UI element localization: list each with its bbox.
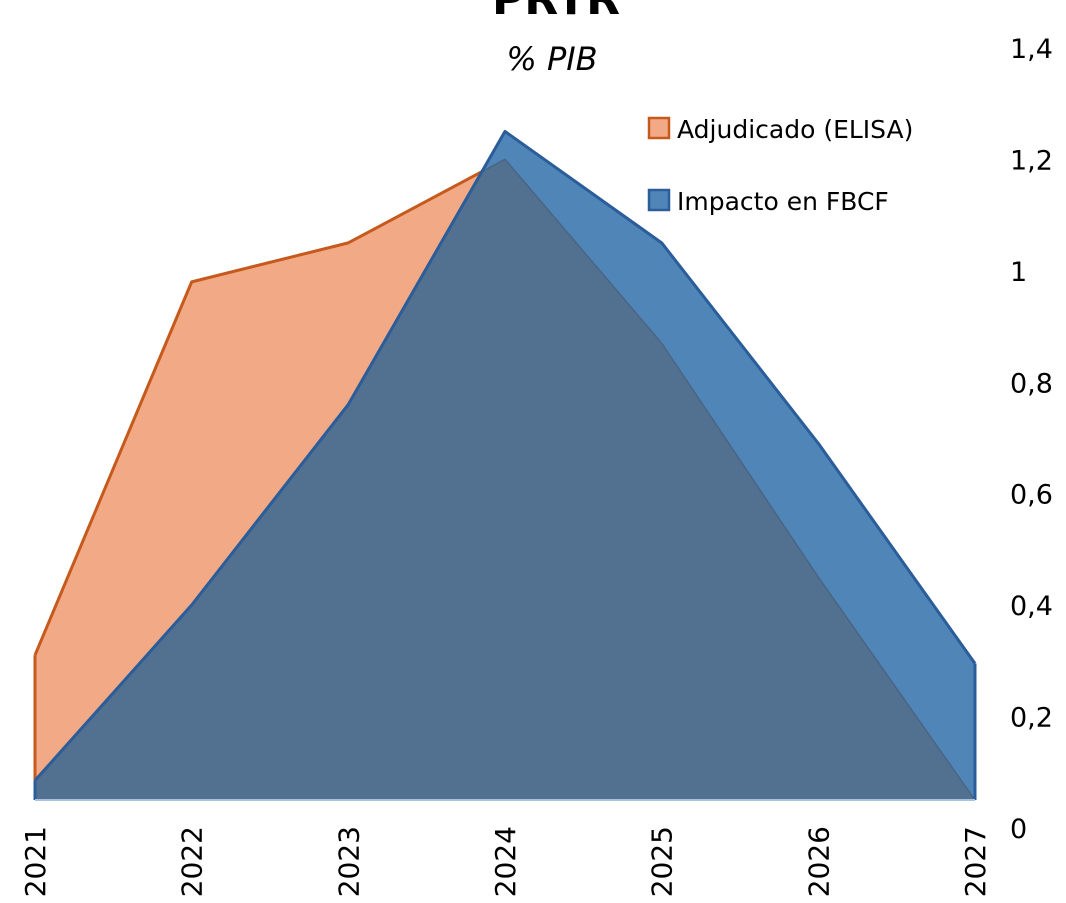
legend-label: Impacto en FBCF bbox=[677, 187, 889, 216]
x-tick-label: 2025 bbox=[646, 826, 679, 897]
x-tick-label: 2021 bbox=[19, 826, 52, 897]
y-tick-label: 1 bbox=[1010, 257, 1027, 288]
y-tick-label: 1,2 bbox=[1010, 145, 1053, 176]
x-tick-label: 2026 bbox=[802, 826, 835, 897]
x-tick-label: 2022 bbox=[176, 826, 209, 897]
y-tick-label: 1,4 bbox=[1010, 34, 1053, 65]
y-tick-label: 0,6 bbox=[1010, 480, 1053, 511]
x-tick-label: 2023 bbox=[332, 826, 365, 897]
y-tick-label: 0,8 bbox=[1010, 368, 1053, 399]
y-tick-label: 0,4 bbox=[1010, 591, 1053, 622]
legend-swatch bbox=[647, 188, 671, 212]
y-tick-label: 0,2 bbox=[1010, 703, 1053, 734]
x-tick-label: 2024 bbox=[489, 826, 522, 897]
line bbox=[33, 129, 977, 782]
y-tick-label: 0 bbox=[1010, 814, 1027, 845]
chart-subtitle: % PIB bbox=[506, 40, 597, 78]
x-tick-label: 2027 bbox=[959, 826, 992, 897]
legend-label: Adjudicado (ELISA) bbox=[677, 115, 913, 144]
legend-swatch bbox=[647, 116, 671, 140]
chart-title: PRTR bbox=[492, 0, 620, 25]
